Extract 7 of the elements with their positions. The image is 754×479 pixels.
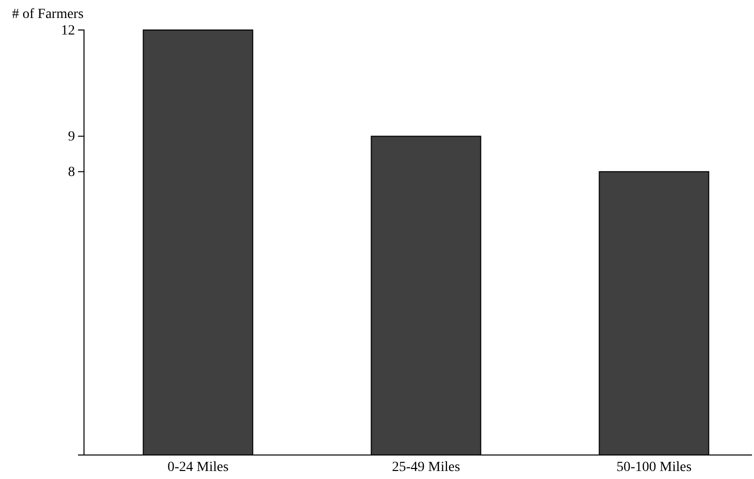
x-tick-label: 25-49 Miles (392, 460, 460, 475)
y-tick-label: 9 (68, 130, 75, 145)
x-tick-label: 50-100 Miles (616, 460, 692, 475)
y-tick-label: 12 (61, 23, 75, 38)
y-tick-label: 8 (68, 165, 75, 180)
x-tick-label: 0-24 Miles (167, 460, 229, 475)
y-axis-title: # of Farmers (12, 7, 84, 22)
